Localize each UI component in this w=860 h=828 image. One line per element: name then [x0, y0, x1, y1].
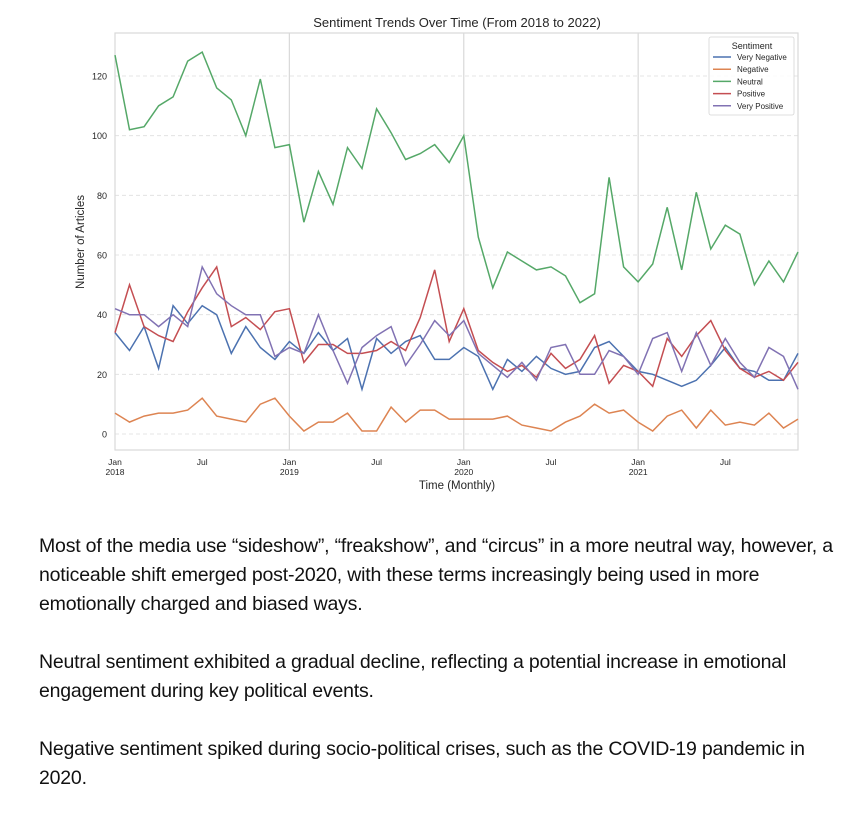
y-tick-label: 40 — [97, 310, 107, 320]
chart-title: Sentiment Trends Over Time (From 2018 to… — [313, 15, 601, 30]
y-axis-label: Number of Articles — [75, 195, 87, 289]
series-line-positive — [114, 265, 799, 388]
x-tick-label: Jul — [197, 457, 208, 467]
legend: Sentiment Very Negative Negative Neutral Po… — [708, 36, 795, 116]
note-paragraph: Neutral sentiment exhibited a gradual de… — [39, 651, 787, 702]
y-tick-label: 20 — [97, 370, 107, 380]
y-tick-label: 80 — [97, 191, 107, 201]
y-tick-label: 60 — [97, 251, 107, 261]
y-tick-label: 100 — [92, 131, 107, 141]
x-tick-label: Jan — [631, 457, 645, 467]
legend-title: Sentiment — [732, 41, 773, 51]
notes-text: Most of the media use “sideshow”, “freak… — [39, 532, 839, 822]
x-tick-sublabel: 2020 — [454, 467, 473, 477]
sentiment-chart: Sentiment Trends Over Time (From 2018 to… — [75, 15, 799, 492]
y-axis-ticks: 0 20 40 60 80 100 120 — [92, 72, 107, 440]
y-tick-label: 120 — [92, 72, 107, 82]
x-tick-label: Jan — [457, 457, 471, 467]
x-tick-label: Jan — [108, 457, 122, 467]
legend-label: Neutral — [737, 77, 763, 86]
series-lines — [114, 50, 799, 432]
x-tick-label: Jul — [371, 457, 382, 467]
x-tick-label: Jul — [720, 457, 731, 467]
series-line-negative — [114, 397, 799, 432]
x-tick-sublabel: 2018 — [106, 467, 125, 477]
legend-label: Very Positive — [737, 102, 784, 111]
series-line-very-negative — [114, 304, 799, 393]
legend-items: Very Negative Negative Neutral Positive Very… — [713, 53, 787, 111]
x-tick-sublabel: 2019 — [280, 467, 299, 477]
x-tick-label: Jan — [283, 457, 297, 467]
series-line-very-positive — [114, 264, 799, 390]
note-paragraph: Negative sentiment spiked during socio-p… — [39, 738, 805, 789]
x-tick-sublabel: 2021 — [629, 467, 648, 477]
note-paragraph: Most of the media use “sideshow”, “freak… — [39, 535, 833, 615]
legend-label: Positive — [737, 90, 766, 99]
x-tick-label: Jul — [546, 457, 557, 467]
series-line-neutral — [114, 50, 799, 304]
grid — [115, 33, 798, 450]
x-axis-label: Time (Monthly) — [419, 480, 495, 492]
y-tick-label: 0 — [102, 430, 107, 440]
plot-frame — [114, 32, 799, 451]
legend-label: Negative — [737, 65, 769, 74]
legend-label: Very Negative — [737, 53, 787, 62]
